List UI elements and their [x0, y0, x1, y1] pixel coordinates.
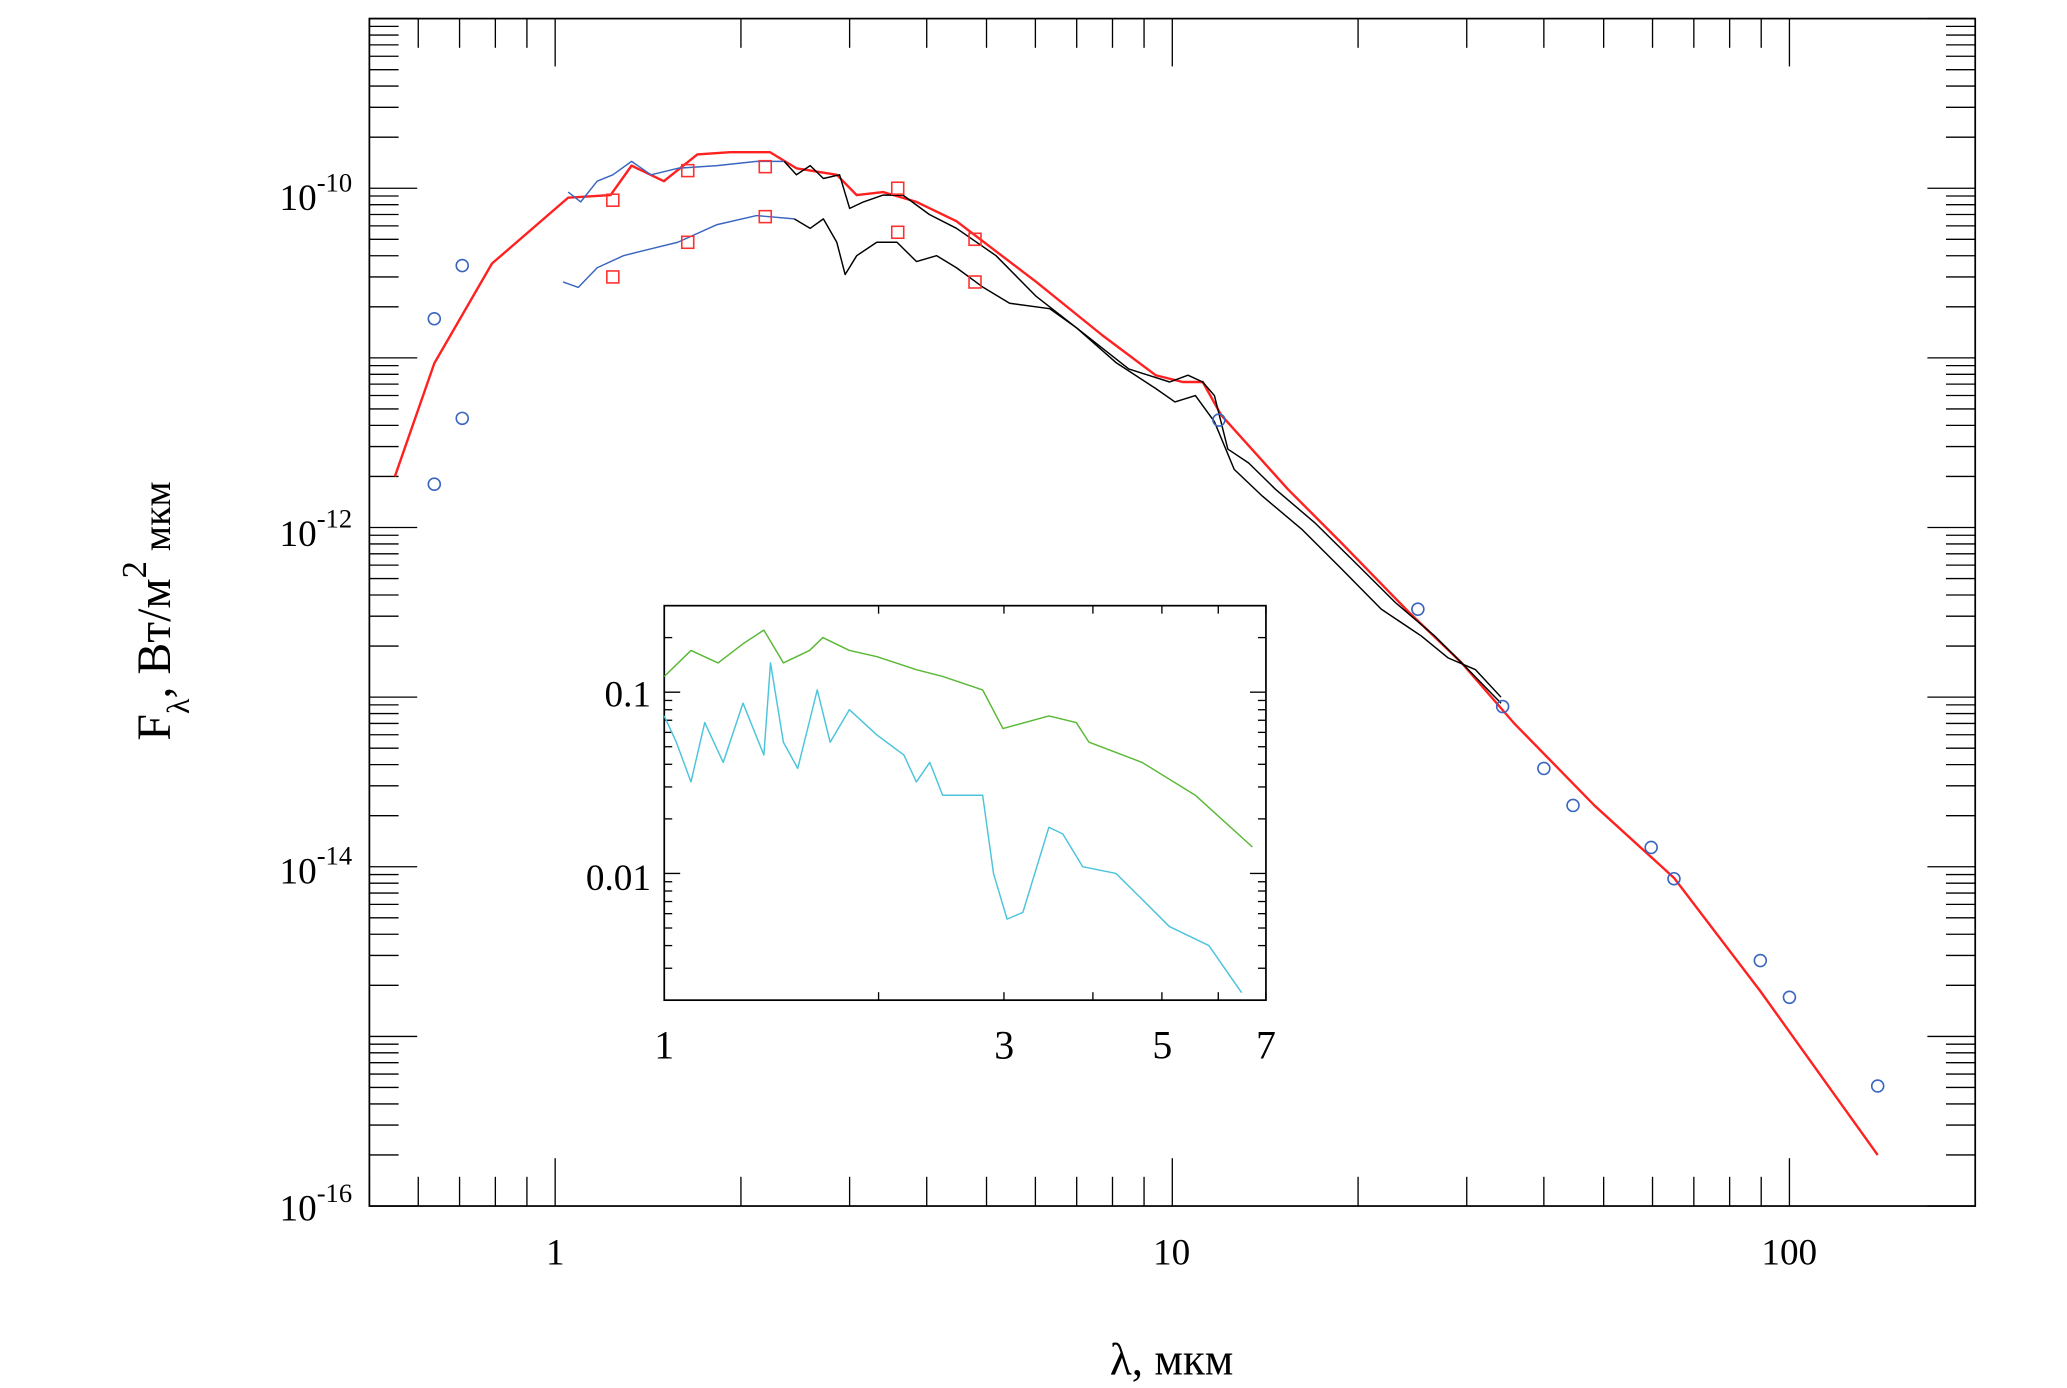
data-point-circle [455, 411, 470, 426]
y-tick-label: 10-10 [280, 167, 353, 219]
main-series-group [393, 151, 1885, 1156]
data-point-circle [1212, 413, 1226, 427]
data-point-circle [1870, 1079, 1885, 1093]
data-point-circle [1566, 798, 1580, 813]
data-point-square [968, 232, 982, 247]
data-point-circle [1495, 699, 1510, 714]
inset-plot-frame [663, 604, 1267, 1002]
inset-background [664, 605, 1266, 1001]
data-point-circle [1667, 871, 1681, 886]
data-point-circle [1411, 602, 1425, 616]
data-point-square [680, 235, 695, 250]
inset-series-group [663, 629, 1253, 994]
y-tick-label: 10-16 [280, 1178, 353, 1230]
data-point-circle [427, 311, 442, 326]
data-point-square [890, 181, 905, 196]
data-point-circle [1753, 953, 1768, 968]
inset-y-tick-label: 0.1 [604, 675, 650, 716]
y-axis-label: Fλ, Вт/м2 мкм [116, 481, 196, 740]
data-point-circle [1782, 990, 1797, 1005]
inset-x-tick-label: 5 [1152, 1023, 1172, 1068]
inset-x-tick-label: 7 [1256, 1023, 1276, 1068]
x-axis-label: λ, мкм [1110, 1335, 1234, 1385]
data-point-circle [1644, 840, 1658, 855]
data-point-square [758, 159, 773, 174]
data-point-square [680, 163, 695, 178]
blue-spectrum-upper-line [567, 160, 785, 203]
data-point-square [968, 275, 982, 289]
x-tick-label: 1 [546, 1232, 565, 1273]
black-spectrum-upper-line [783, 160, 1502, 704]
x-tick-labels: 1 10 100 [546, 1232, 1817, 1273]
blue-spectrum-lower-line [562, 214, 795, 289]
x-tick-label: 100 [1761, 1232, 1817, 1273]
green-line [663, 629, 1253, 848]
data-point-square [606, 193, 620, 207]
inset-x-tick-label: 3 [994, 1023, 1014, 1068]
y-tick-labels: 10-10 10-12 10-14 10-16 [280, 167, 353, 1229]
x-tick-label: 10 [1153, 1232, 1190, 1273]
data-point-circle [427, 477, 442, 491]
cyan-line [663, 662, 1243, 994]
inset-x-tick-label: 1 [654, 1023, 674, 1068]
data-point-square [606, 270, 620, 284]
data-point-square [890, 225, 905, 240]
main-plot-frame [368, 17, 1977, 1207]
y-tick-label: 10-14 [280, 841, 353, 893]
black-spectrum-lower-line [793, 218, 1502, 698]
data-point-circle [455, 258, 470, 273]
data-point-circle [1537, 761, 1551, 776]
y-tick-label: 10-12 [280, 503, 353, 555]
data-point-square [758, 209, 773, 224]
inset-y-tick-label: 0.01 [586, 858, 651, 899]
